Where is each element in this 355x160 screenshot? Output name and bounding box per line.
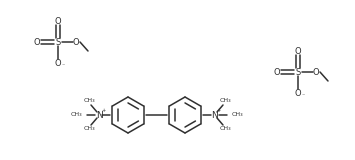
Text: CH₃: CH₃: [70, 112, 82, 117]
Text: N: N: [211, 111, 217, 120]
Text: +: +: [217, 108, 221, 112]
Text: ⁻: ⁻: [301, 95, 305, 100]
Text: +: +: [102, 108, 106, 112]
Text: S: S: [55, 37, 61, 47]
Text: O: O: [73, 37, 79, 47]
Text: O: O: [295, 47, 301, 56]
Text: CH₃: CH₃: [83, 127, 95, 132]
Text: S: S: [295, 68, 301, 76]
Text: CH₃: CH₃: [219, 127, 231, 132]
Text: O: O: [34, 37, 40, 47]
Text: O: O: [55, 59, 61, 68]
Text: N: N: [95, 111, 102, 120]
Text: O: O: [274, 68, 280, 76]
Text: CH₃: CH₃: [219, 99, 231, 104]
Text: CH₃: CH₃: [83, 99, 95, 104]
Text: CH₃: CH₃: [232, 112, 244, 117]
Text: O: O: [55, 16, 61, 25]
Text: O: O: [313, 68, 319, 76]
Text: O: O: [295, 88, 301, 97]
Text: ⁻: ⁻: [61, 64, 65, 69]
